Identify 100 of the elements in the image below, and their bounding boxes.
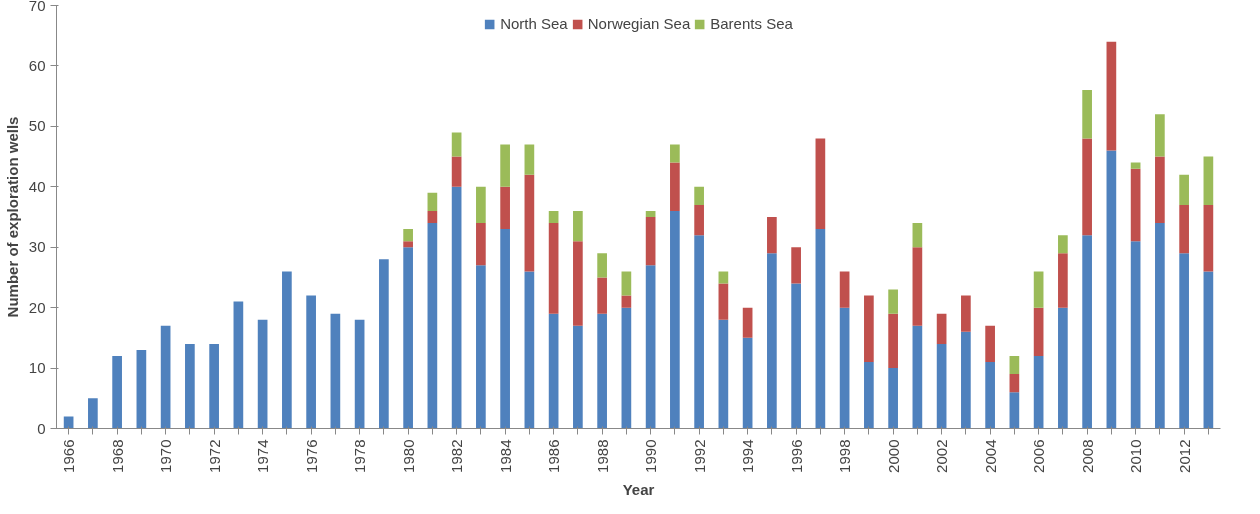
bar <box>694 186 704 205</box>
bar <box>670 210 680 429</box>
y-tick-label: 0 <box>37 419 46 437</box>
bar <box>912 247 923 326</box>
bar <box>864 295 874 363</box>
x-axis-title: Year <box>622 480 655 498</box>
bar <box>330 313 341 429</box>
x-tick-label: 2012 <box>1175 439 1193 473</box>
bar <box>791 283 801 429</box>
bar <box>718 319 729 429</box>
bar <box>742 337 753 429</box>
bar <box>1009 374 1020 393</box>
bar <box>500 144 510 187</box>
bar <box>621 307 632 429</box>
bar <box>1082 90 1092 139</box>
x-tick-label: 2002 <box>933 439 951 473</box>
x-tick-label: 1974 <box>254 439 272 473</box>
bar <box>476 265 486 429</box>
y-tick-label: 50 <box>28 117 46 135</box>
bar <box>936 343 947 429</box>
bar <box>1106 150 1117 429</box>
bar <box>645 210 656 217</box>
bar <box>670 144 680 163</box>
x-tick-label: 1966 <box>60 439 78 473</box>
bar <box>597 253 607 278</box>
bar <box>112 355 122 429</box>
bar <box>839 307 850 429</box>
bar <box>597 313 607 429</box>
x-tick-label: 1992 <box>690 439 708 473</box>
bar <box>1058 307 1068 429</box>
bar <box>282 271 292 429</box>
bar <box>985 362 995 429</box>
bar <box>936 313 947 344</box>
legend-label: North Sea <box>500 15 568 32</box>
bar <box>403 241 413 248</box>
x-tick-label: 1990 <box>642 439 660 473</box>
bar <box>500 186 510 230</box>
bar <box>500 229 510 429</box>
bar <box>888 289 898 314</box>
y-tick-label: 20 <box>28 298 46 316</box>
bar <box>1058 253 1068 308</box>
x-tick-label: 2008 <box>1078 439 1096 473</box>
bar <box>88 398 98 429</box>
x-tick-label: 1968 <box>108 439 126 473</box>
bar <box>1179 204 1189 254</box>
legend-label: Barents Sea <box>710 15 793 32</box>
bar <box>1058 235 1068 254</box>
bar <box>1179 174 1189 205</box>
bar <box>1033 355 1044 429</box>
bar <box>694 235 704 429</box>
x-tick-label: 1996 <box>787 439 805 473</box>
bar <box>888 368 898 429</box>
bar <box>1033 271 1044 308</box>
bar <box>573 241 583 326</box>
bar <box>961 295 971 332</box>
x-tick-label: 1970 <box>157 439 175 473</box>
bar <box>791 247 801 284</box>
bar <box>548 313 559 429</box>
bar <box>767 217 777 254</box>
bar <box>718 271 729 284</box>
bar <box>888 313 898 369</box>
bar <box>524 271 535 429</box>
bar <box>427 210 438 224</box>
bar <box>839 271 850 308</box>
bar <box>354 319 365 429</box>
bar <box>1082 235 1092 429</box>
bar <box>524 174 535 272</box>
bar <box>1130 241 1141 429</box>
bar <box>912 325 923 429</box>
bar <box>476 186 486 224</box>
bar <box>961 331 971 429</box>
bar <box>1106 41 1117 151</box>
bar <box>548 210 559 224</box>
x-tick-label: 2010 <box>1127 439 1145 473</box>
x-tick-label: 1986 <box>545 439 563 473</box>
bar <box>379 259 389 429</box>
bar <box>815 138 826 230</box>
x-tick-label: 1976 <box>302 439 320 473</box>
bar <box>621 271 632 296</box>
bar <box>1155 223 1165 429</box>
bar <box>136 349 147 429</box>
bar <box>718 283 729 320</box>
bar <box>645 265 656 429</box>
y-tick-label: 10 <box>28 359 46 377</box>
x-tick-label: 1980 <box>399 439 417 473</box>
bar <box>694 204 704 236</box>
x-tick-label: 1982 <box>448 439 466 473</box>
bar <box>1155 114 1165 157</box>
bar <box>63 416 74 429</box>
bar <box>524 144 535 175</box>
bar <box>1130 162 1141 169</box>
bar <box>476 223 486 266</box>
bar <box>985 325 995 363</box>
bar <box>573 210 583 242</box>
bar <box>815 229 826 429</box>
bar <box>427 192 438 211</box>
x-tick-label: 1994 <box>739 439 757 473</box>
bar <box>403 247 413 429</box>
x-tick-label: 1978 <box>351 439 369 473</box>
bar <box>1179 253 1189 429</box>
